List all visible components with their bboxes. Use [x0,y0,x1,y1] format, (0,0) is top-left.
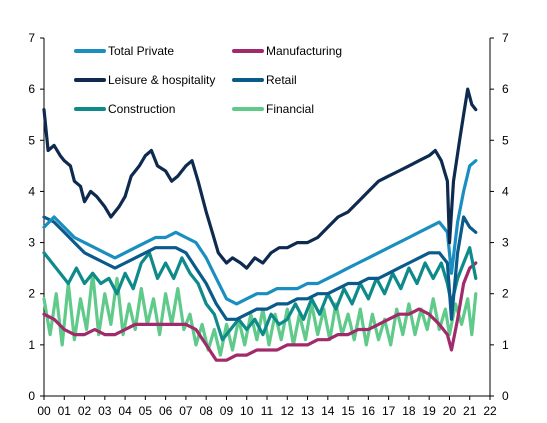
x-tick-label: 01 [58,404,72,418]
y2-tick-label: 2 [502,287,509,301]
x-tick-label: 10 [240,404,254,418]
y-tick-label: 0 [28,389,35,403]
series-line-total-private [42,159,478,306]
x-tick-label: 08 [200,404,214,418]
y2-tick-label: 1 [502,338,509,352]
y-tick-label: 1 [28,338,35,352]
x-tick-label: 17 [382,404,396,418]
x-tick-label: 14 [321,404,335,418]
y-tick-label: 5 [28,133,35,147]
legend-label: Retail [266,73,297,87]
series-line-construction [42,246,478,342]
x-tick-label: 02 [78,404,92,418]
y-axis-ticks: 0 1 2 3 4 5 6 7 [28,31,44,403]
y2-tick-label: 7 [502,31,509,45]
x-tick-label: 03 [98,404,112,418]
y-tick-label: 3 [28,236,35,250]
legend-label: Leisure & hospitality [108,73,215,87]
y-tick-label: 7 [28,31,35,45]
x-tick-label: 00 [37,404,51,418]
x-tick-label: 16 [362,404,376,418]
x-tick-label: 07 [179,404,193,418]
x-tick-label: 19 [423,404,437,418]
y-tick-label: 6 [28,82,35,96]
legend-label: Construction [108,102,175,116]
x-tick-label: 18 [402,404,416,418]
x-tick-label: 13 [301,404,315,418]
x-tick-label: 12 [281,404,295,418]
x-tick-label: 11 [261,404,274,418]
legend-label: Total Private [108,44,174,58]
y-tick-label: 2 [28,287,35,301]
y-tick-label: 4 [28,184,35,198]
legend-label: Financial [266,102,314,116]
x-tick-label: 04 [118,404,132,418]
series-line-manufacturing [42,261,478,362]
y2-tick-label: 3 [502,236,509,250]
y2-axis-ticks: 0 1 2 3 4 5 6 7 [490,31,509,403]
x-tick-label: 20 [443,404,457,418]
series-line-retail [42,215,478,321]
x-tick-label: 06 [159,404,173,418]
x-tick-label: 09 [220,404,234,418]
x-axis-ticks: 00 01 02 03 04 05 06 07 08 09 10 11 12 13 14 15 16 17 18 19… [37,396,497,418]
legend: Total Private Manufacturing Leisure & hosp… [74,44,342,116]
y2-tick-label: 5 [502,133,509,147]
x-tick-label: 21 [463,404,477,418]
x-tick-label: 05 [139,404,153,418]
x-tick-label: 22 [483,404,497,418]
legend-label: Manufacturing [266,44,342,58]
series-lines [42,87,478,362]
series-line-leisure-hospitality [42,87,478,270]
y2-tick-label: 0 [502,389,509,403]
y2-tick-label: 4 [502,184,509,198]
x-tick-label: 15 [341,404,355,418]
y2-tick-label: 6 [502,82,509,96]
